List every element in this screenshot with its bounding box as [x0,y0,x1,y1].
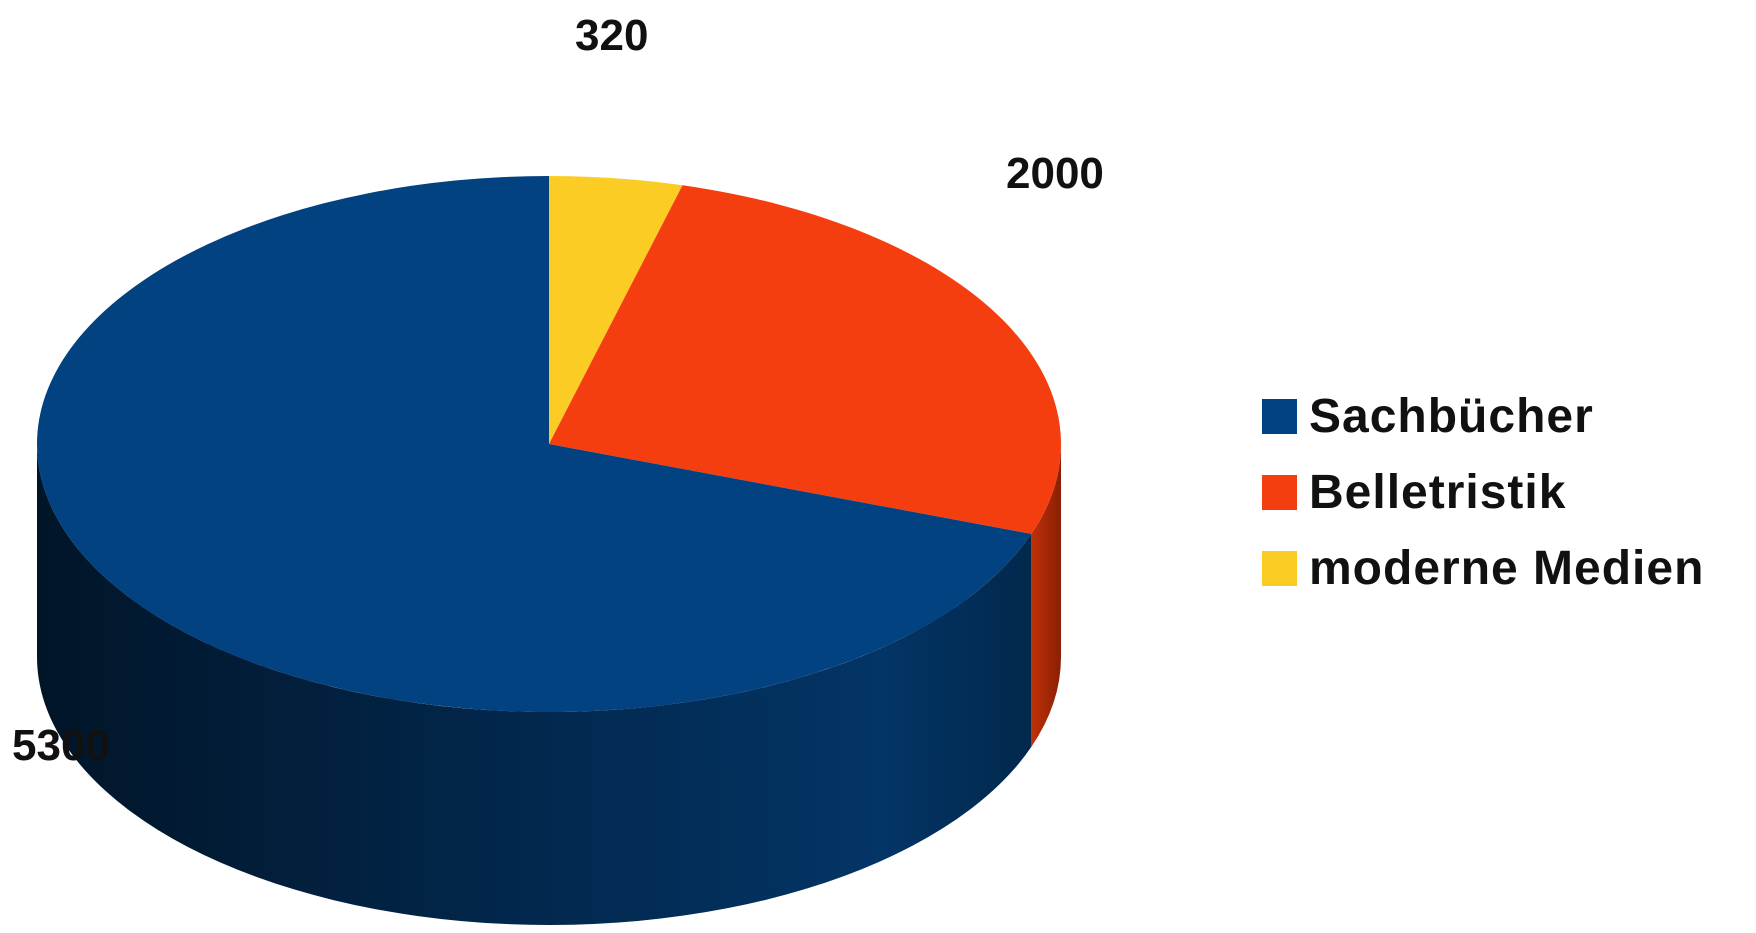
legend-label-moderne-medien: moderne Medien [1309,541,1705,595]
data-label-sachbuecher: 5300 [12,721,110,770]
legend-swatch-sachbuecher [1262,398,1297,434]
data-label-belletristik: 2000 [1006,149,1104,198]
pie-slice-sachbuecher [36,176,1032,712]
legend-item-belletristik: Belletristik [1262,454,1704,530]
legend-label-belletristik: Belletristik [1309,465,1567,519]
legend: Sachbücher Belletristik moderne Medien [1262,378,1704,606]
pie-side-sachbuecher [37,444,1032,925]
pie-slice-belletristik [549,185,1061,534]
legend-item-sachbuecher: Sachbücher [1262,378,1704,454]
legend-swatch-belletristik [1262,474,1297,510]
data-label-moderne-medien: 320 [575,11,648,60]
pie-side-belletristik [1031,444,1061,747]
legend-label-sachbuecher: Sachbücher [1309,389,1594,443]
legend-swatch-moderne-medien [1262,550,1297,586]
legend-item-moderne-medien: moderne Medien [1262,530,1704,606]
pie-slice-moderne-medien [549,176,683,444]
